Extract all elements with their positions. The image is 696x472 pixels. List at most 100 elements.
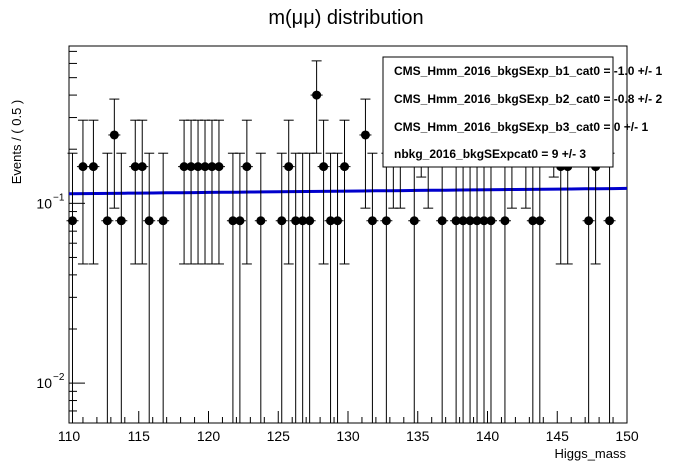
y-tick-label: 10 bbox=[36, 195, 52, 211]
legend-entry-b2: CMS_Hmm_2016_bkgSExp_b2_cat0 = -0.8 +/- … bbox=[394, 92, 662, 106]
data-point bbox=[254, 152, 267, 423]
data-marker bbox=[291, 216, 301, 226]
x-tick-label: 115 bbox=[128, 428, 151, 444]
x-tick-label: 125 bbox=[267, 428, 291, 444]
data-marker bbox=[277, 216, 287, 226]
data-marker bbox=[256, 216, 266, 226]
data-point bbox=[282, 119, 295, 265]
data-marker bbox=[284, 162, 294, 172]
data-point bbox=[303, 152, 316, 423]
data-marker bbox=[102, 216, 112, 226]
data-marker bbox=[437, 216, 447, 226]
data-marker bbox=[451, 216, 461, 226]
data-marker bbox=[130, 162, 140, 172]
x-tick-label: 110 bbox=[58, 428, 81, 444]
data-marker bbox=[458, 216, 468, 226]
data-marker bbox=[298, 216, 308, 226]
data-point bbox=[436, 152, 449, 423]
data-point bbox=[603, 152, 616, 423]
data-marker bbox=[312, 90, 322, 100]
data-point bbox=[338, 119, 351, 265]
y-tick-exponent: −1 bbox=[53, 192, 65, 203]
data-marker bbox=[116, 216, 126, 226]
data-marker bbox=[472, 216, 482, 226]
data-marker bbox=[479, 216, 489, 226]
data-marker bbox=[409, 216, 419, 226]
data-marker bbox=[319, 162, 329, 172]
data-marker bbox=[381, 216, 391, 226]
data-point bbox=[310, 60, 323, 154]
data-point bbox=[289, 152, 302, 423]
data-point bbox=[212, 119, 225, 265]
data-marker bbox=[200, 162, 210, 172]
data-marker bbox=[193, 162, 203, 172]
data-marker bbox=[235, 216, 245, 226]
data-point bbox=[324, 152, 337, 423]
fit-curve bbox=[68, 186, 628, 196]
data-point bbox=[115, 152, 128, 423]
x-tick-label: 150 bbox=[615, 428, 639, 444]
data-point bbox=[108, 98, 121, 209]
data-marker bbox=[584, 216, 594, 226]
legend-box: CMS_Hmm_2016_bkgSExp_b1_cat0 = -1.0 +/- … bbox=[382, 56, 662, 168]
data-point bbox=[192, 119, 205, 265]
y-tick-exponent: −2 bbox=[53, 372, 65, 383]
data-point bbox=[136, 119, 149, 265]
data-marker bbox=[367, 216, 377, 226]
data-marker bbox=[88, 162, 98, 172]
x-tick-label: 130 bbox=[336, 428, 360, 444]
data-marker bbox=[326, 216, 336, 226]
data-marker bbox=[109, 130, 119, 140]
y-tick-label: 10 bbox=[36, 375, 52, 391]
data-point bbox=[76, 119, 89, 265]
data-marker bbox=[179, 162, 189, 172]
data-marker bbox=[228, 216, 238, 226]
x-tick-label: 135 bbox=[406, 428, 430, 444]
data-marker bbox=[340, 162, 350, 172]
data-marker bbox=[67, 216, 77, 226]
data-point bbox=[199, 119, 212, 265]
data-marker bbox=[137, 162, 147, 172]
data-marker bbox=[333, 216, 343, 226]
data-marker bbox=[144, 216, 154, 226]
data-marker bbox=[535, 216, 545, 226]
data-marker bbox=[158, 216, 168, 226]
legend-entry-b3: CMS_Hmm_2016_bkgSExp_b3_cat0 = 0 +/- 1 bbox=[394, 120, 648, 134]
data-marker bbox=[605, 216, 615, 226]
data-point bbox=[87, 119, 100, 265]
data-marker bbox=[186, 162, 196, 172]
data-marker bbox=[500, 216, 510, 226]
y-axis-label: Events / ( 0.5 ) bbox=[9, 100, 24, 185]
data-marker bbox=[242, 162, 252, 172]
data-marker bbox=[528, 216, 538, 226]
data-marker bbox=[305, 216, 315, 226]
data-marker bbox=[214, 162, 224, 172]
fit-curve-line bbox=[68, 186, 628, 196]
legend-entry-nbkg: nbkg_2016_bkgSExpcat0 = 9 +/- 3 bbox=[394, 147, 586, 161]
data-point bbox=[233, 152, 246, 423]
data-point bbox=[143, 152, 156, 423]
data-point bbox=[101, 152, 114, 423]
data-marker bbox=[465, 216, 475, 226]
axis-ticks bbox=[68, 50, 628, 424]
x-tick-label: 145 bbox=[546, 428, 570, 444]
data-point bbox=[359, 98, 372, 209]
data-marker bbox=[486, 216, 496, 226]
data-point bbox=[366, 152, 379, 423]
x-tick-label: 140 bbox=[476, 428, 500, 444]
data-point bbox=[66, 152, 79, 423]
data-point bbox=[331, 152, 344, 423]
x-tick-label: 120 bbox=[197, 428, 221, 444]
data-point bbox=[317, 119, 330, 265]
chart-title: m(μμ) distribution bbox=[268, 7, 423, 29]
legend-entry-b1: CMS_Hmm_2016_bkgSExp_b1_cat0 = -1.0 +/- … bbox=[394, 64, 662, 78]
data-marker bbox=[360, 130, 370, 140]
data-point bbox=[296, 152, 309, 423]
data-marker bbox=[78, 162, 88, 172]
x-axis-label: Higgs_mass bbox=[554, 446, 626, 461]
data-point bbox=[240, 119, 253, 265]
data-point bbox=[157, 152, 170, 423]
data-point bbox=[275, 152, 288, 423]
